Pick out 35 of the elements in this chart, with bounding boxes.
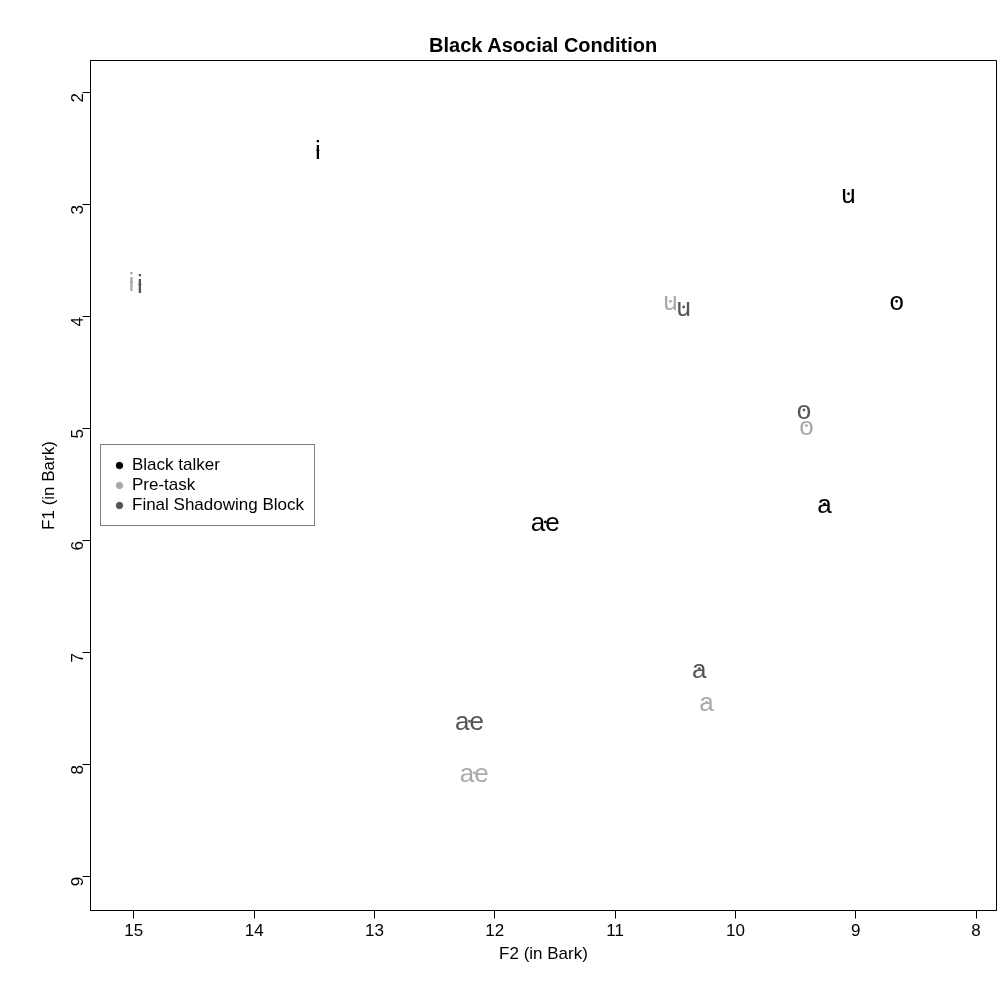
data-label: ae bbox=[459, 757, 489, 788]
legend-label: Pre-task bbox=[132, 475, 196, 495]
y-tick-label: 4 bbox=[68, 316, 88, 327]
y-tick-label: 2 bbox=[68, 92, 88, 103]
x-tick-label: 11 bbox=[606, 920, 624, 940]
data-label: a bbox=[817, 488, 833, 519]
x-tick-label: 9 bbox=[851, 920, 861, 940]
y-tick-label: 8 bbox=[68, 764, 88, 775]
data-label: u bbox=[676, 291, 691, 322]
data-label: ae bbox=[530, 506, 560, 537]
data-label: u bbox=[663, 286, 678, 317]
x-tick-label: 12 bbox=[485, 920, 505, 940]
data-label: o bbox=[889, 286, 904, 317]
y-tick-label: 6 bbox=[68, 540, 88, 551]
y-tick-label: 5 bbox=[68, 428, 88, 439]
data-label: a bbox=[699, 687, 715, 718]
x-tick-label: 15 bbox=[124, 920, 144, 940]
data-label: i bbox=[128, 267, 135, 298]
legend-label: Final Shadowing Block bbox=[132, 495, 304, 515]
y-tick-label: 7 bbox=[68, 652, 88, 663]
data-label: ae bbox=[455, 706, 484, 737]
x-tick-label: 8 bbox=[971, 920, 981, 940]
chart-title: Black Asocial Condition bbox=[429, 33, 658, 56]
data-label: i bbox=[136, 269, 143, 300]
y-tick-label: 3 bbox=[68, 204, 88, 215]
x-tick-label: 10 bbox=[725, 920, 745, 940]
data-label: a bbox=[692, 653, 708, 684]
x-axis-title: F2 (in Bark) bbox=[499, 943, 588, 963]
legend-label: Black talker bbox=[132, 455, 220, 475]
x-tick-label: 14 bbox=[244, 920, 264, 940]
x-tick-label: 13 bbox=[365, 920, 384, 940]
y-tick-label: 9 bbox=[68, 876, 88, 887]
y-axis-title: F1 (in Bark) bbox=[38, 441, 58, 530]
data-label: i bbox=[315, 135, 321, 166]
data-label: u bbox=[841, 178, 856, 209]
